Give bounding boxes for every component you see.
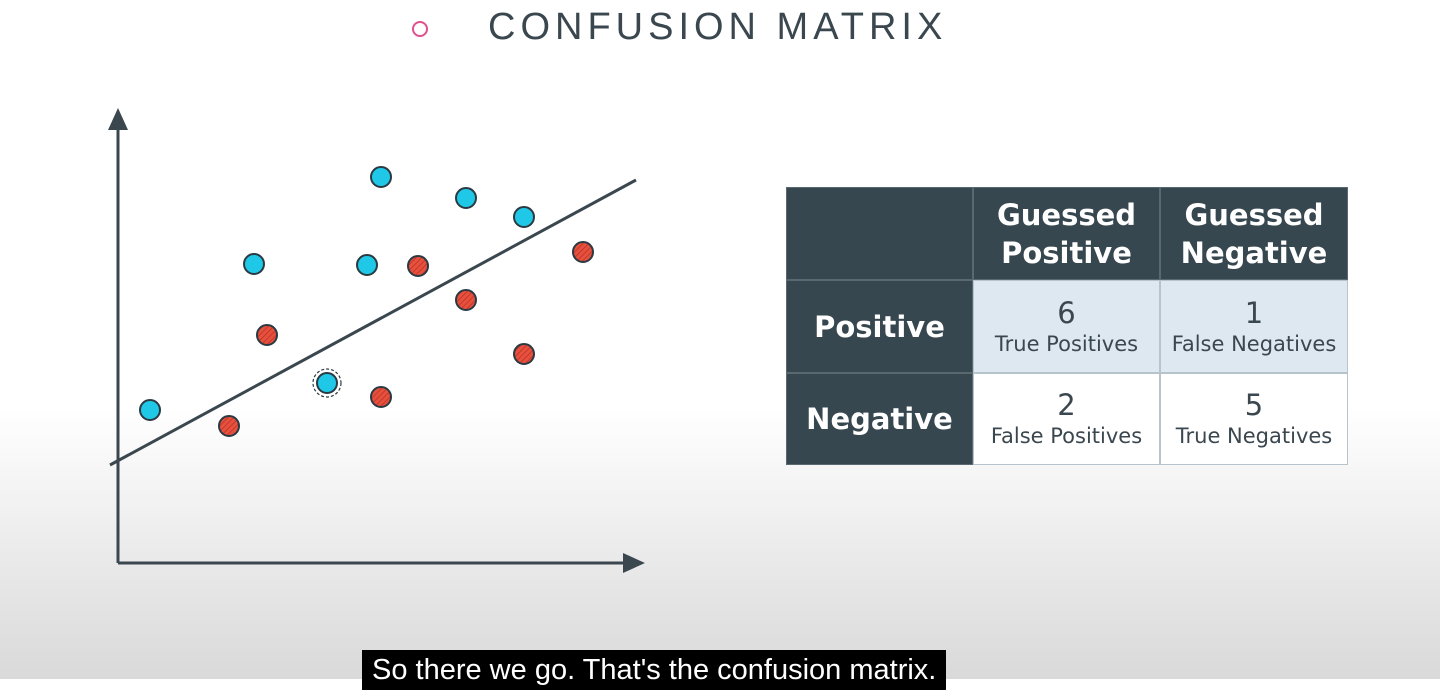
matrix-cell: 2 False Positives bbox=[973, 373, 1160, 465]
title: CONFUSION MATRIX bbox=[488, 6, 948, 48]
highlight-ring bbox=[312, 368, 342, 398]
boundary-line bbox=[109, 178, 637, 467]
count: 6 bbox=[1057, 295, 1076, 330]
point bbox=[370, 386, 392, 408]
title-bullet bbox=[412, 21, 428, 37]
x-arrow bbox=[623, 553, 645, 573]
point bbox=[513, 206, 535, 228]
count: 1 bbox=[1244, 295, 1264, 330]
cell-label: False Negatives bbox=[1171, 331, 1337, 356]
row-header: Positive bbox=[786, 280, 973, 373]
count: 5 bbox=[1244, 388, 1264, 422]
cell-label: True Positives bbox=[994, 331, 1139, 356]
row-header: Negative bbox=[786, 373, 973, 465]
point bbox=[218, 415, 240, 437]
matrix-cell: 5 True Negatives bbox=[1160, 373, 1348, 465]
point bbox=[455, 187, 477, 209]
point bbox=[407, 255, 429, 277]
corner-cell bbox=[786, 187, 973, 280]
subtitle-caption: So there we go. That's the confusion mat… bbox=[362, 650, 947, 690]
matrix-cell: 1 False Negatives bbox=[1160, 280, 1348, 373]
matrix-cell: 6 True Positives bbox=[973, 280, 1160, 373]
blue-points bbox=[139, 166, 535, 421]
cell-label: True Negatives bbox=[1175, 424, 1333, 448]
point bbox=[572, 241, 594, 263]
point bbox=[243, 253, 265, 275]
point bbox=[139, 399, 161, 421]
column-header: Guessed Positive bbox=[973, 187, 1160, 280]
point bbox=[370, 166, 392, 188]
point bbox=[513, 343, 535, 365]
column-header: Guessed Negative bbox=[1160, 187, 1348, 280]
y-arrow bbox=[108, 108, 128, 130]
point bbox=[356, 254, 378, 276]
point bbox=[256, 324, 278, 346]
point bbox=[455, 289, 477, 311]
count: 2 bbox=[1057, 388, 1076, 422]
point bbox=[316, 372, 338, 394]
red-points bbox=[218, 241, 594, 437]
cell-label: False Positives bbox=[990, 424, 1143, 448]
